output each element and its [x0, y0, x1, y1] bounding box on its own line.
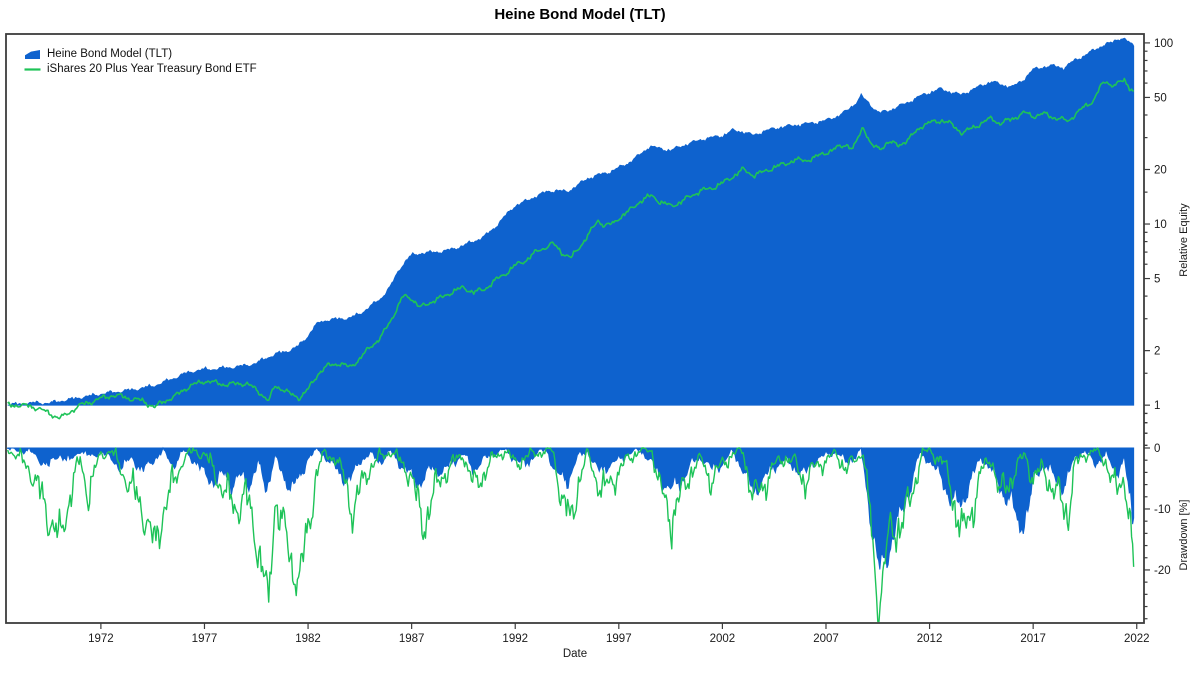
equity-axis-label: Relative Equity [1178, 203, 1190, 277]
legend-label-model: Heine Bond Model (TLT) [47, 48, 173, 60]
svg-text:2022: 2022 [1124, 633, 1150, 645]
area-swatch-icon [25, 50, 40, 59]
svg-text:1982: 1982 [295, 633, 321, 645]
svg-text:1997: 1997 [606, 633, 632, 645]
svg-text:20: 20 [1154, 165, 1167, 177]
svg-text:2017: 2017 [1020, 633, 1046, 645]
svg-text:2007: 2007 [813, 633, 839, 645]
legend: Heine Bond Model (TLT) iShares 20 Plus Y… [24, 47, 257, 77]
svg-text:-20: -20 [1154, 565, 1171, 577]
svg-text:1977: 1977 [192, 633, 218, 645]
svg-text:2002: 2002 [710, 633, 736, 645]
svg-text:0: 0 [1154, 443, 1160, 455]
svg-text:50: 50 [1154, 92, 1167, 104]
svg-text:10: 10 [1154, 219, 1167, 231]
svg-text:-10: -10 [1154, 504, 1171, 516]
legend-item-model: Heine Bond Model (TLT) [24, 47, 257, 62]
legend-item-etf: iShares 20 Plus Year Treasury Bond ETF [24, 62, 257, 77]
date-axis-label: Date [562, 648, 588, 660]
svg-text:1972: 1972 [88, 633, 114, 645]
drawdown-axis-label: Drawdown [%] [1178, 499, 1190, 571]
svg-text:1: 1 [1154, 400, 1160, 412]
chart-title: Heine Bond Model (TLT) [494, 6, 666, 23]
svg-text:1992: 1992 [502, 633, 528, 645]
svg-text:1987: 1987 [399, 633, 425, 645]
svg-text:100: 100 [1154, 38, 1173, 50]
svg-text:2: 2 [1154, 346, 1160, 358]
svg-text:2012: 2012 [917, 633, 943, 645]
line-swatch-icon [24, 68, 41, 71]
svg-text:5: 5 [1154, 274, 1160, 286]
legend-label-etf: iShares 20 Plus Year Treasury Bond ETF [47, 63, 257, 75]
